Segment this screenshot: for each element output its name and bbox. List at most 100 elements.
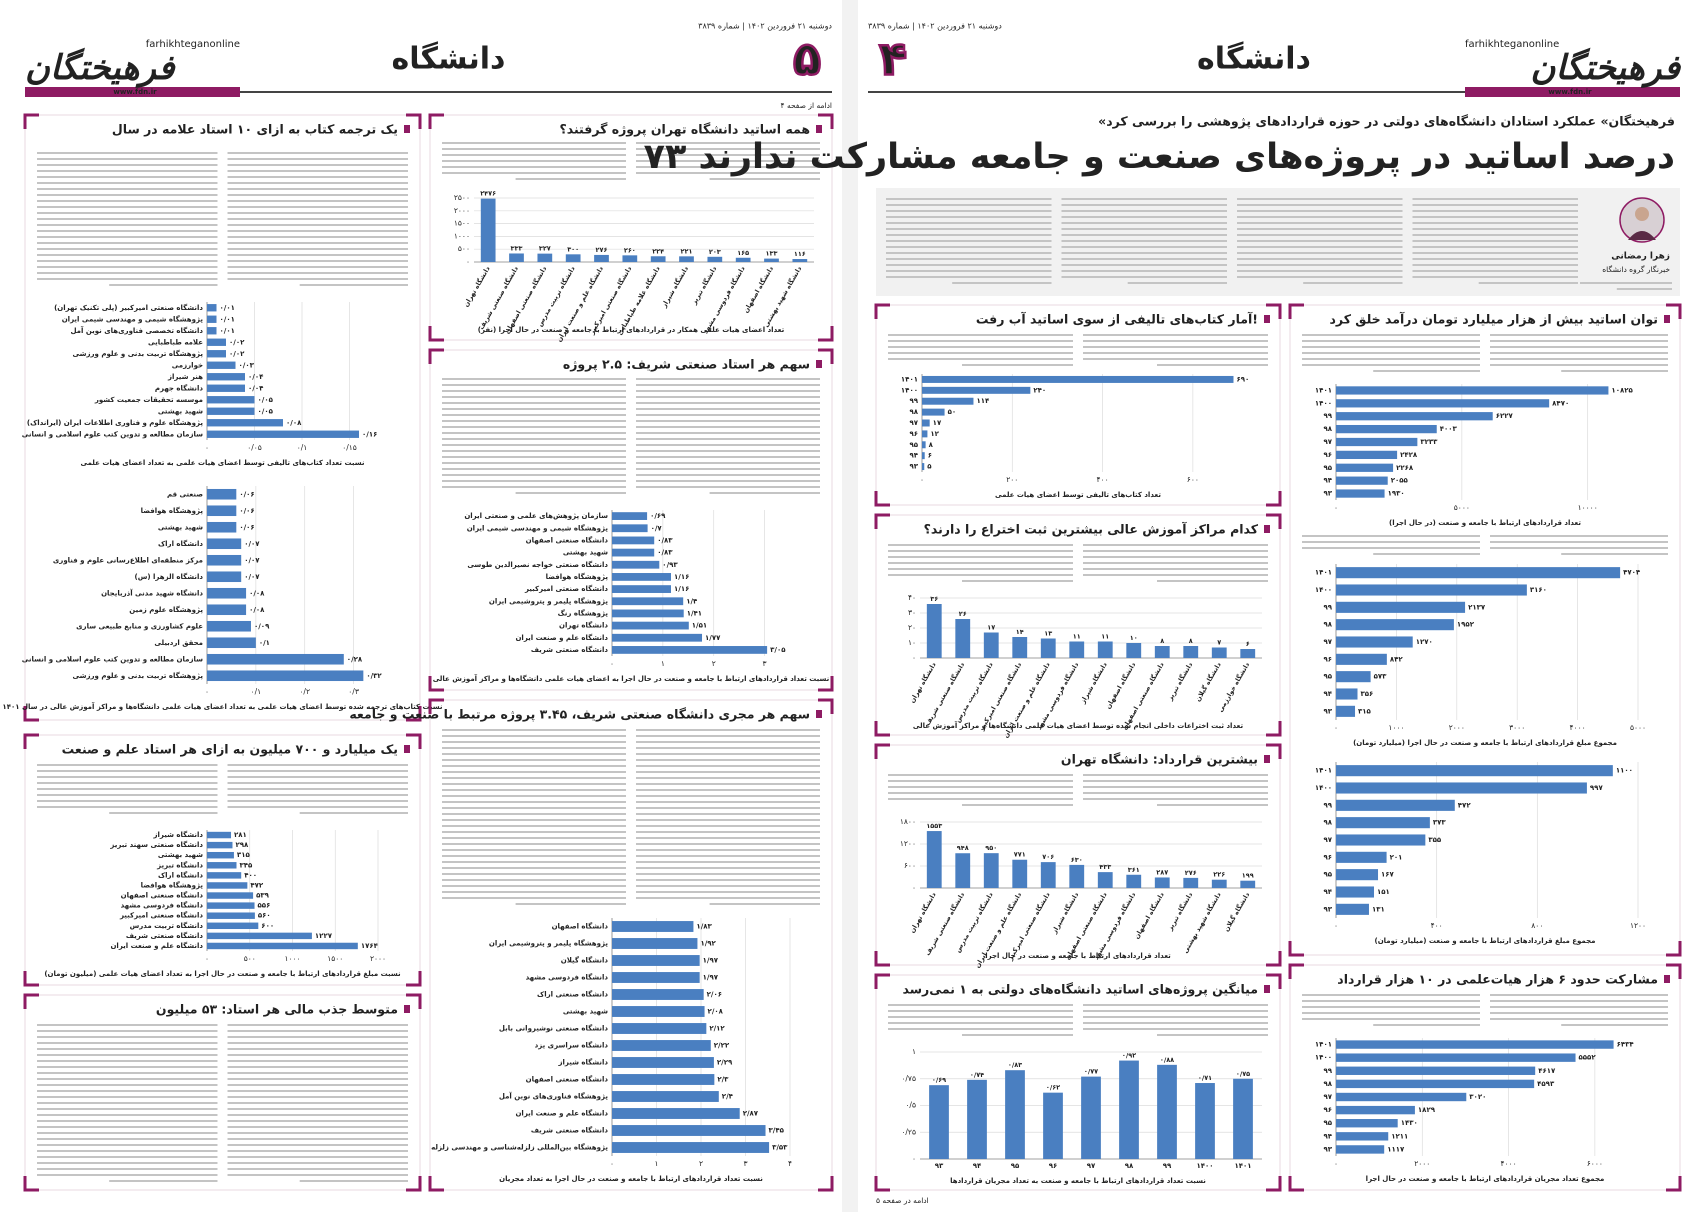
x-tick-label: ۰ (1334, 921, 1338, 930)
value-label: ۰/۰۴ (248, 373, 264, 381)
category-label: دانشگاه صنعتی اصفهان (121, 891, 204, 900)
frame-corner (874, 303, 890, 319)
value-label: ۴۰۰ (244, 871, 257, 879)
chart-caption: تعداد کتاب‌های تالیفی توسط اعضای هیات عل… (995, 491, 1161, 499)
bar (612, 1006, 705, 1017)
article-frame (875, 304, 1281, 506)
category-label: ۹۹ (1163, 1162, 1172, 1170)
bar (1233, 1078, 1253, 1159)
bar (1336, 886, 1375, 898)
bar (207, 831, 232, 839)
article-title: یک ترجمه کتاب به ازای ۱۰ استاد علامه در … (112, 122, 398, 137)
value-label: ۰/۸۳ (657, 536, 673, 544)
category-label: دانشگاه اراک (158, 870, 203, 879)
bar (1336, 1145, 1385, 1154)
x-tick-label: ۲۰۰۰ (1414, 1159, 1430, 1168)
value-label: ۱۹۳۰ (1388, 490, 1405, 498)
value-label: ۲۶۰ (624, 246, 636, 254)
category-label: ۹۸ (1125, 1162, 1134, 1170)
y-tick-label: ۱ (912, 1047, 916, 1056)
value-label: ۲/۰۸ (708, 1008, 724, 1016)
bar (922, 419, 930, 427)
author-name: زهرا رمضانی (1611, 252, 1670, 262)
section-name: دانشگاه (392, 41, 506, 77)
title-marker (816, 360, 822, 368)
value-label: ۲۴۲۸ (1400, 451, 1418, 459)
category-label: دانشگاه تهران (559, 621, 608, 630)
value-label: ۷ (1217, 639, 1221, 647)
category-label: مرکز منطقه‌ای اطلاع‌رسانی علوم و فناوری (53, 556, 203, 564)
category-label: ۹۹ (1323, 1067, 1332, 1075)
category-label: ۹۸ (1323, 819, 1332, 827)
category-label: ۹۸ (1323, 425, 1332, 433)
value-label: ۲۸۱ (234, 831, 247, 839)
bar (207, 637, 256, 649)
value-label: ۳۷۳ (1433, 819, 1447, 827)
y-tick-label: ۱۲۰۰ (900, 839, 916, 848)
value-label: ۵۳۹ (256, 892, 270, 900)
bar (612, 536, 655, 545)
frame-corner (1288, 941, 1304, 957)
x-tick-label: ۴۰۰ (1097, 475, 1109, 484)
bar (1043, 1092, 1063, 1159)
value-label: ۳۲۳۳ (1420, 438, 1438, 446)
bar (1336, 817, 1430, 829)
x-tick-label: ۰ (610, 659, 614, 668)
y-tick-label: ۴۰ (908, 593, 916, 602)
bar (1336, 386, 1609, 395)
category-label: ۹۷ (909, 419, 918, 427)
chart-caption: نسبت تعداد قراردادهای ارتباط با جامعه و … (499, 1175, 763, 1183)
bar (1336, 437, 1418, 447)
category-label: پژوهشگاه تربیت بدنی و علوم ورزشی (73, 349, 204, 358)
bar (612, 1023, 707, 1034)
value-label: ۳۳۳ (511, 244, 523, 252)
article-frame (875, 744, 1281, 966)
value-label: ۱۰۸۲۵ (1611, 386, 1633, 394)
bar (1336, 834, 1426, 846)
category-label: دانشگاه صنعتی امیرکبیر (پلی تکنیک تهران) (54, 303, 203, 312)
bar (207, 521, 237, 533)
value-label: ۰/۱ (259, 639, 270, 647)
bar (207, 851, 234, 859)
bar (207, 841, 233, 849)
category-label: ۹۴ (1323, 888, 1332, 896)
bar (1336, 705, 1356, 717)
value-label: ۱۹۹ (1242, 872, 1254, 880)
category-label: پژوهشگاه هوافضا (141, 506, 204, 515)
bar (1119, 1060, 1139, 1159)
bar (207, 396, 255, 404)
value-label: ۵۷۳ (1374, 673, 1388, 681)
category-label: هنر شیراز (167, 373, 203, 381)
value-label: ۹۹۷ (1590, 784, 1604, 792)
category-label: پژوهشگاه رنگ (558, 608, 609, 617)
category-label: دانشگاه علم و صنعت ایران (515, 633, 608, 642)
bar (1012, 859, 1028, 888)
bar (1336, 489, 1385, 498)
value-label: ۲۸۷ (1156, 868, 1168, 876)
value-label: ۲/۲۲ (714, 1042, 730, 1050)
article-title: یک میلیارد و ۷۰۰ میلیون به ازای هر استاد… (62, 742, 398, 757)
bar (1336, 1053, 1576, 1062)
bar (1240, 880, 1256, 888)
category-label: ۹۴ (1323, 477, 1332, 485)
x-tick-label: ۰/۰۵ (247, 443, 262, 452)
value-label: ۶۳۰ (1071, 856, 1083, 864)
x-tick-label: ۱۰۰۰ (284, 954, 300, 963)
category-label: دانشگاه اراک (158, 539, 203, 548)
bar (1336, 1092, 1467, 1102)
category-label: ۹۹ (1323, 412, 1332, 420)
value-label: ۰/۶۹ (650, 512, 666, 520)
article-frame (1289, 964, 1681, 1191)
value-label: ۱/۴ (686, 597, 698, 605)
value-label: ۱۷ (933, 419, 942, 427)
value-label: ۳۲۷ (539, 245, 551, 253)
value-label: ۱۴ (1016, 628, 1024, 636)
bar (612, 1125, 766, 1136)
category-label: دانشگاه صنعتی اصفهان (526, 535, 609, 544)
category-label: ۹۵ (1011, 1162, 1020, 1170)
continued-note: ادامه از صفحه ۴ (781, 101, 832, 110)
logo: فرهیختگان (1530, 47, 1681, 88)
frame-corner (874, 721, 890, 737)
chart-caption: تعداد قراردادهای ارتباط با جامعه و صنعت … (985, 952, 1171, 960)
bar (650, 256, 666, 262)
